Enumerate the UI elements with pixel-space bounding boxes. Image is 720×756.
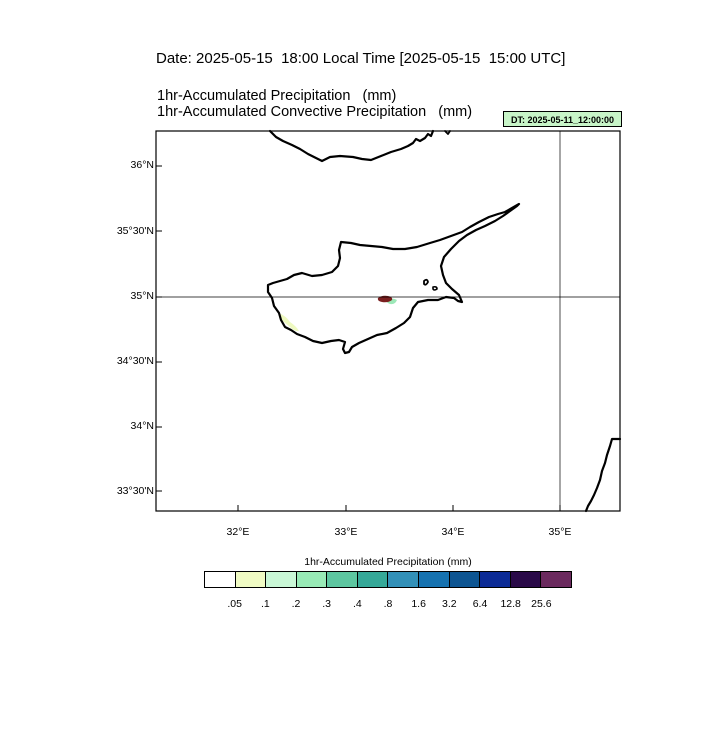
date-line: Date: 2025-05-15 18:00 Local Time [2025-…: [156, 50, 566, 67]
colorbar-box-7: [419, 572, 450, 587]
lon-label-33e: 33°E: [334, 526, 358, 538]
cyprus-coastline: [266, 202, 521, 355]
lat-label-34n: 34°N: [130, 420, 154, 432]
levant-coastline: [584, 437, 622, 513]
lat-label-35n: 35°N: [130, 290, 154, 302]
heavy-precip-cell: [377, 295, 393, 303]
light-precip-west: [279, 313, 299, 332]
colorbar-box-5: [357, 572, 389, 587]
colorbar-box-2: [266, 572, 297, 587]
title-precipitation: 1hr-Accumulated Precipitation (mm): [157, 88, 397, 104]
colorbar-label-0: .05: [227, 598, 242, 610]
tick-marks: [156, 165, 561, 511]
colorbar-box-10: [510, 572, 542, 587]
colorbar-box-4: [327, 572, 358, 587]
colorbar-label-10: 25.6: [531, 598, 552, 610]
colorbar-label-9: 12.8: [500, 598, 521, 610]
island-east-1: [423, 278, 429, 286]
lat-label-34-30n: 34°30'N: [116, 355, 154, 367]
colorbar-box-3: [296, 572, 328, 587]
coastline-layer: [266, 129, 622, 513]
colorbar-box-0: [205, 572, 236, 587]
colorbar-box-1: [235, 572, 267, 587]
lon-label-35e: 35°E: [548, 526, 572, 538]
colorbar-label-3: .3: [322, 598, 332, 610]
lon-label-34e: 34°E: [441, 526, 465, 538]
colorbar-title: 1hr-Accumulated Precipitation (mm): [304, 556, 472, 568]
map-border: [155, 130, 621, 512]
lon-label-32e: 32°E: [226, 526, 250, 538]
colorbar-box-8: [449, 572, 481, 587]
title-convective-precipitation: 1hr-Accumulated Convective Precipitation…: [157, 104, 473, 120]
map-frame: [155, 130, 621, 512]
island-east-2: [432, 285, 438, 291]
colorbar-box-11: [541, 572, 571, 587]
colorbar-box-9: [480, 572, 511, 587]
dt-badge: DT: 2025-05-11_12:00:00: [503, 111, 622, 127]
colorbar-label-4: .4: [352, 598, 362, 610]
turkey-coastline: [268, 129, 435, 163]
colorbar-label-1: .1: [260, 598, 270, 610]
colorbar-label-5: .8: [383, 598, 393, 610]
lat-label-35-30n: 35°30'N: [116, 225, 154, 237]
colorbar: [204, 571, 572, 588]
colorbar-label-6: 1.6: [411, 598, 426, 610]
colorbar-label-8: 6.4: [472, 598, 488, 610]
colorbar-label-2: .2: [291, 598, 301, 610]
turkey-coastline-east: [444, 130, 451, 135]
colorbar-box-6: [388, 572, 420, 587]
lat-label-33-30n: 33°30'N: [116, 485, 154, 497]
lat-label-36n: 36°N: [130, 159, 154, 171]
colorbar-label-7: 3.2: [442, 598, 457, 610]
precip-layer: [279, 295, 397, 332]
